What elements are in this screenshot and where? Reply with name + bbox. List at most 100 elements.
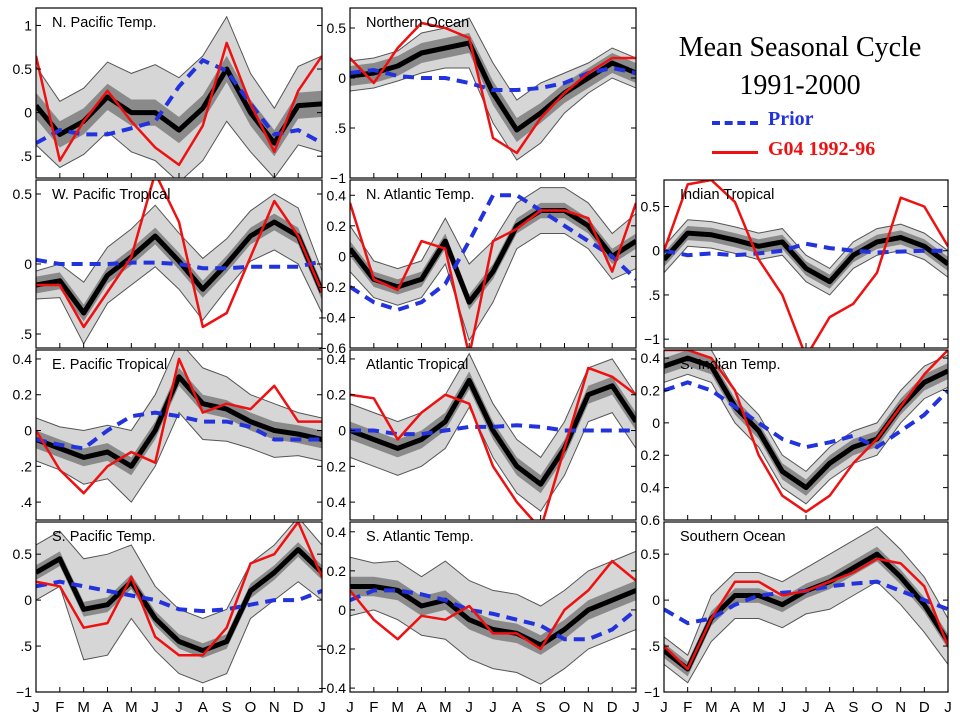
prior-line <box>350 423 636 437</box>
y-tick-label: 0.6 <box>641 512 661 528</box>
y-tick-label: 0 <box>24 592 32 608</box>
panel-3: 0.4 0.2 0 −0.2 −0.4 −0.6 N. Atlantic Temp. <box>318 179 637 356</box>
month-label: M <box>77 699 90 716</box>
g04-line <box>664 180 948 348</box>
y-tick-label: 0.2 <box>327 387 347 403</box>
y-tick-label: 0.2 <box>641 447 661 463</box>
ensemble-mean-line <box>36 547 322 654</box>
panel-plot-area <box>350 352 636 520</box>
y-tick-label: 0 <box>338 70 346 86</box>
panel-title: E. Pacific Tropical <box>52 357 167 373</box>
ensemble-mean-line <box>664 230 948 285</box>
y-tick-label: 0.5 <box>641 546 661 562</box>
y-tick-label: 0 <box>652 592 660 608</box>
month-label: N <box>895 699 906 716</box>
y-tick-label: .5 <box>334 120 346 136</box>
g04-line <box>350 202 636 348</box>
inner-spread-band <box>36 213 322 322</box>
month-label: O <box>871 699 883 716</box>
month-label: A <box>512 699 522 716</box>
y-tick-label: 0 <box>652 415 660 431</box>
y-tick-label: 0.5 <box>327 20 347 36</box>
y-tick-label: 0.2 <box>327 218 347 234</box>
month-label: A <box>102 699 112 716</box>
month-label: J <box>32 699 40 716</box>
panel-title: Northern Ocean <box>366 15 469 31</box>
month-label: D <box>293 699 304 716</box>
g04-line <box>664 557 948 671</box>
panel-plot-area <box>664 525 948 684</box>
panel-6: 0.4 0.2 0 0.2 0.4 Atlantic Tropical <box>327 349 637 521</box>
legend-g04-label: G04 1992-96 <box>768 138 876 160</box>
prior-line <box>36 410 322 451</box>
month-label: J <box>632 699 640 716</box>
panel-plot-area <box>664 350 948 514</box>
outer-spread-band <box>664 525 948 684</box>
month-label: J <box>465 699 473 716</box>
panel-title: N. Pacific Temp. <box>52 15 157 31</box>
panel-title: S. Indian Temp. <box>680 357 781 373</box>
y-tick-label: .5 <box>20 148 32 164</box>
panel-5: 0.40.20.2.4E. Pacific Tropical <box>13 349 323 521</box>
g04-line <box>36 357 322 495</box>
month-label: F <box>55 699 64 716</box>
y-tick-label: 0.5 <box>13 546 33 562</box>
y-tick-label: −0.2 <box>318 279 346 295</box>
month-label: J <box>151 699 159 716</box>
panel-plot-area <box>36 180 322 345</box>
y-tick-label: 0 <box>338 248 346 264</box>
y-tick-label: .2 <box>20 458 32 474</box>
month-label: F <box>369 699 378 716</box>
panel-8: 0.50.5−1S. Pacific Temp. <box>13 521 323 700</box>
y-tick-label: 0.5 <box>13 186 33 202</box>
panel-plot-area <box>350 187 636 348</box>
figure-title-line2: 1991-2000 <box>739 70 861 101</box>
month-label: O <box>559 699 571 716</box>
y-tick-label: −1 <box>330 170 346 186</box>
figure-title-line1: Mean Seasonal Cycle <box>678 32 922 63</box>
y-tick-label: 0.4 <box>327 187 347 203</box>
month-label: D <box>919 699 930 716</box>
panel-plot-area <box>350 550 636 685</box>
month-label: J <box>944 699 952 716</box>
prior-line <box>36 57 322 145</box>
g04-line <box>350 366 636 520</box>
month-label: S <box>536 699 546 716</box>
g04-line <box>36 41 322 167</box>
inner-spread-band <box>350 202 636 310</box>
panel-7: 0.4 0.2 0 0.2 0.4 0.6 S. Indian Temp. <box>641 349 949 528</box>
month-label: D <box>607 699 618 716</box>
ensemble-mean-line <box>36 219 322 316</box>
g04-line <box>350 21 636 155</box>
ensemble-mean-line <box>350 40 636 133</box>
legend-prior-swatch <box>712 121 758 125</box>
outer-spread-band <box>350 550 636 685</box>
y-tick-label: 0 <box>24 256 32 272</box>
y-tick-label: 0.4 <box>13 351 33 367</box>
legend-g04-swatch <box>712 151 758 154</box>
panel-title: W. Pacific Tropical <box>52 187 170 203</box>
y-tick-label: 0.2 <box>641 382 661 398</box>
month-label: F <box>683 699 692 716</box>
y-tick-label: 0 <box>338 602 346 618</box>
month-label: M <box>752 699 765 716</box>
y-tick-label: 0.5 <box>641 199 661 215</box>
month-label: M <box>439 699 452 716</box>
legend-prior-label: Prior <box>768 108 814 130</box>
prior-line <box>664 241 948 258</box>
panel-title: S. Atlantic Temp. <box>366 529 474 545</box>
y-tick-label: 0.4 <box>327 351 347 367</box>
panel-title: S. Pacific Temp. <box>52 529 156 545</box>
prior-line <box>350 588 636 642</box>
y-tick-label: .4 <box>20 494 32 510</box>
y-tick-label: −1 <box>16 684 32 700</box>
y-tick-label: −0.2 <box>318 641 346 657</box>
g04-line <box>350 559 636 651</box>
g04-line <box>664 350 948 514</box>
ensemble-mean-line <box>350 377 636 487</box>
month-label: J <box>660 699 668 716</box>
month-label: J <box>175 699 183 716</box>
